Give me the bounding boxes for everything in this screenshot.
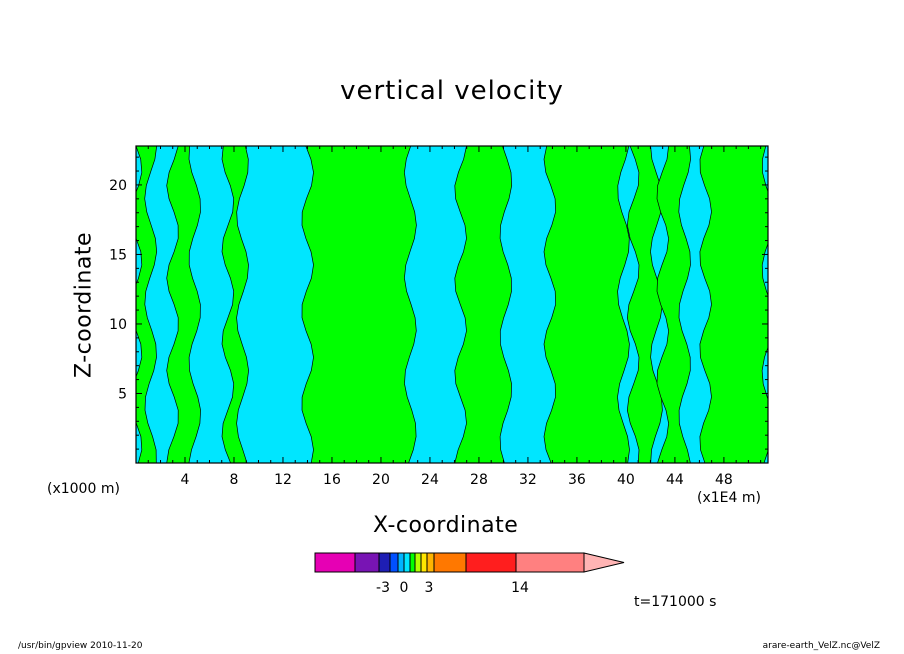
colorbar-bin: [397, 552, 405, 573]
x-axis-label: X-coordinate: [373, 513, 519, 538]
x-tick-label: 28: [470, 472, 488, 488]
footer-right: arare-earth_VelZ.nc@VelZ: [762, 641, 880, 651]
positive-velocity-region: [221, 146, 249, 463]
positive-velocity-region: [699, 146, 768, 463]
colorbar-bin: [465, 552, 517, 573]
positive-velocity-region: [454, 146, 513, 463]
colorbar-bin: [378, 552, 391, 573]
x-tick-label: 16: [323, 472, 341, 488]
footer-left: /usr/bin/gpview 2010-11-20: [18, 641, 143, 651]
velocity-regions: [136, 146, 768, 463]
positive-velocity-region: [656, 146, 691, 463]
colorbar-overflow-arrow: [583, 552, 625, 573]
x-tick-label: 40: [617, 472, 635, 488]
colorbar-bin: [426, 552, 435, 573]
positive-velocity-region: [136, 146, 158, 463]
x-scale-label-secondary: (x1E4 m): [697, 490, 761, 506]
colorbar-bin: [515, 552, 585, 573]
x-tick-label: 48: [715, 472, 733, 488]
positive-velocity-region: [626, 146, 663, 463]
x-tick-label: 44: [666, 472, 684, 488]
colorbar-bin: [433, 552, 467, 573]
colorbar-bin: [403, 552, 411, 573]
y-tick-label: 20: [109, 178, 127, 194]
x-tick-label: 12: [274, 472, 292, 488]
colorbar-label: 14: [511, 580, 529, 596]
x-tick-label: 24: [421, 472, 439, 488]
colorbar-bin: [354, 552, 380, 573]
colorbar-bin: [414, 552, 422, 573]
x-tick-label: 36: [568, 472, 586, 488]
colorbar-bin: [420, 552, 428, 573]
positive-velocity-region: [166, 146, 201, 463]
y-tick-label: 5: [118, 386, 127, 402]
positive-velocity-region: [543, 146, 630, 463]
y-tick-label: 10: [109, 317, 127, 333]
y-axis: 5 10 15 20: [109, 156, 768, 450]
x-tick-label: 4: [181, 472, 190, 488]
x-tick-label: 8: [230, 472, 239, 488]
chart-title: vertical velocity: [340, 76, 564, 106]
y-tick-label: 15: [109, 247, 127, 263]
colorbar-bin: [409, 552, 416, 573]
colorbar-label: 0: [400, 580, 409, 596]
x-tick-label: 20: [372, 472, 390, 488]
colorbar-label: 3: [425, 580, 434, 596]
colorbar-label: -3: [376, 580, 390, 596]
x-scale-label: (x1000 m): [47, 481, 120, 497]
positive-velocity-region: [301, 146, 417, 463]
x-axis: 4 8 12 16 20 24 28 32 36 40 44 48: [147, 146, 762, 488]
time-label: t=171000 s: [634, 594, 717, 610]
colorbar: -3 0 3 14: [314, 552, 625, 596]
colorbar-bin: [389, 552, 399, 573]
plot-frame: [135, 145, 769, 464]
colorbar-bin: [314, 552, 356, 573]
x-tick-label: 32: [519, 472, 537, 488]
